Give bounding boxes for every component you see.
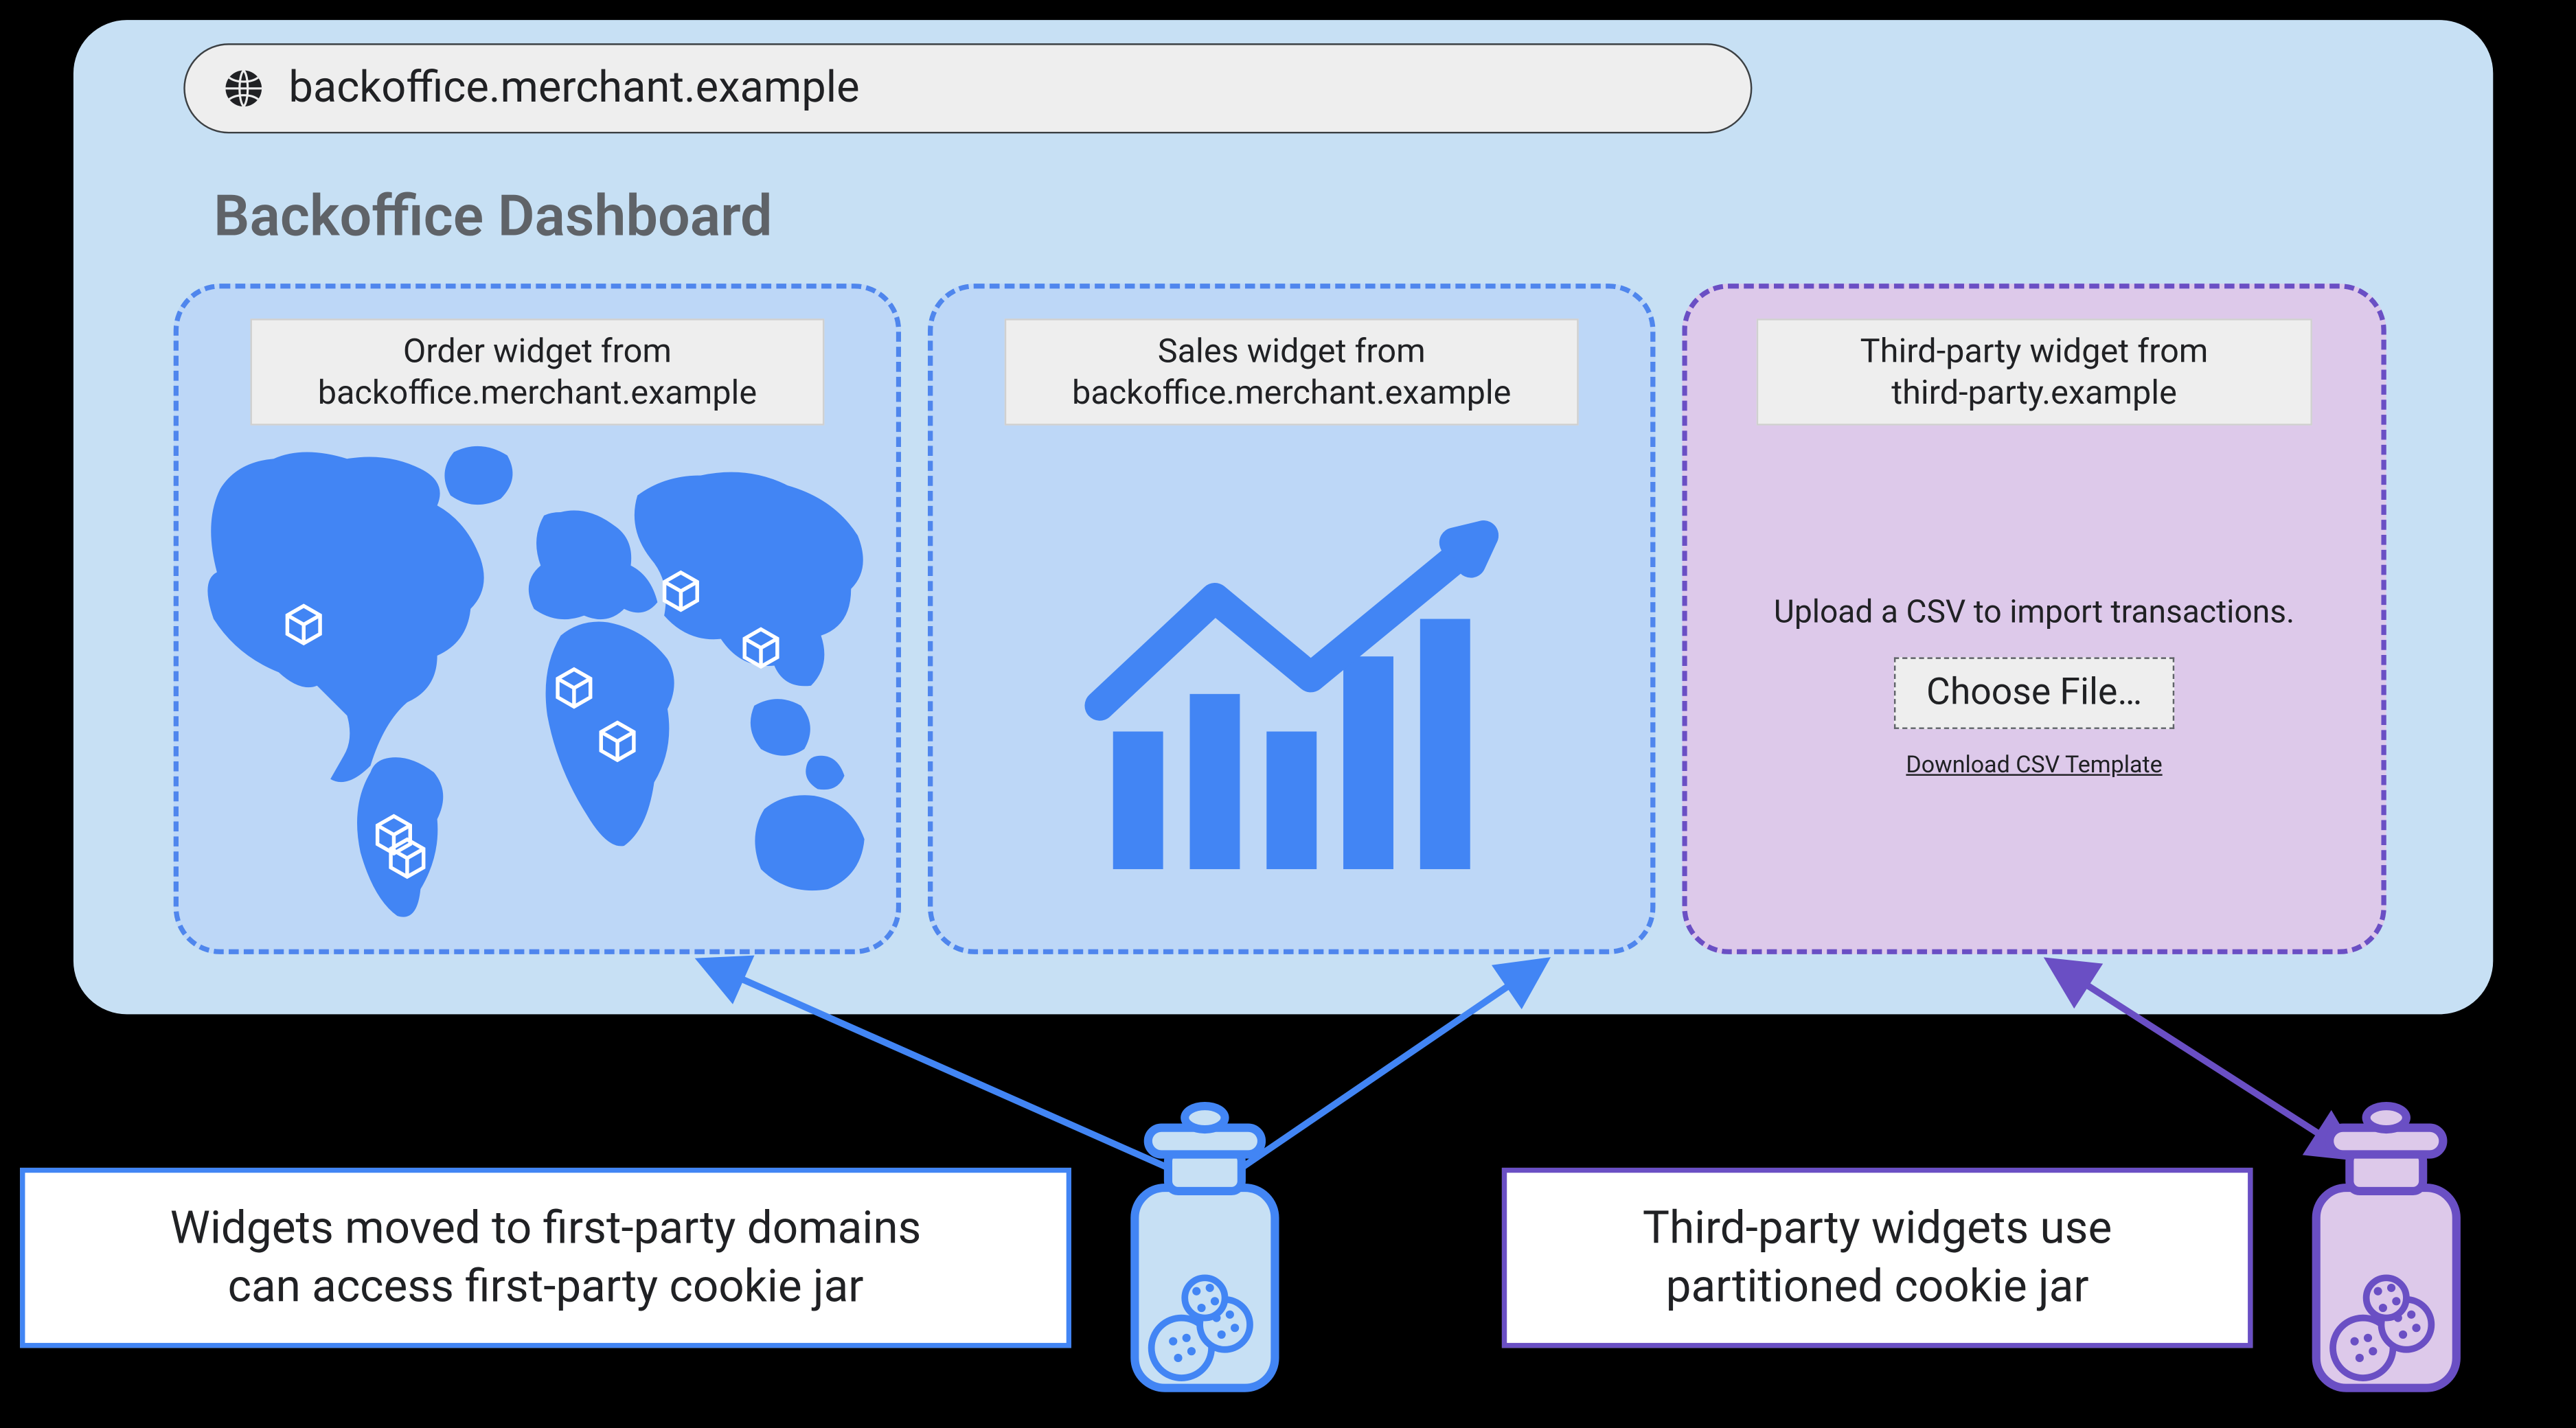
order-widget-body — [179, 412, 896, 932]
order-widget-label: Order widget from backoffice.merchant.ex… — [250, 319, 824, 426]
third-party-widget-body: Upload a CSV to import transactions. Choo… — [1687, 439, 2382, 932]
third-party-caption: Third-party widgets use partitioned cook… — [1502, 1168, 2253, 1348]
partitioned-cookie-jar-icon — [2316, 1106, 2457, 1388]
choose-file-button[interactable]: Choose File… — [1895, 657, 2174, 728]
third-party-widget: Third-party widget from third-party.exam… — [1682, 284, 2386, 954]
upload-panel: Upload a CSV to import transactions. Choo… — [1774, 592, 2294, 779]
address-bar[interactable]: backoffice.merchant.example — [183, 43, 1752, 133]
first-party-caption: Widgets moved to first-party domains can… — [20, 1168, 1071, 1348]
order-widget: Order widget from backoffice.merchant.ex… — [174, 284, 901, 954]
page-title: Backoffice Dashboard — [214, 183, 773, 250]
third-party-widget-label: Third-party widget from third-party.exam… — [1757, 319, 2312, 426]
cookie-jar-icon — [1135, 1106, 1275, 1388]
sales-widget-label: Sales widget from backoffice.merchant.ex… — [1005, 319, 1579, 426]
sales-widget: Sales widget from backoffice.merchant.ex… — [928, 284, 1655, 954]
chart-icon — [1075, 502, 1509, 869]
download-template-link[interactable]: Download CSV Template — [1906, 752, 2162, 779]
world-map-icon — [187, 422, 888, 923]
sales-widget-body — [933, 439, 1650, 932]
upload-instructions: Upload a CSV to import transactions. — [1774, 592, 2294, 634]
address-bar-url: backoffice.merchant.example — [288, 63, 859, 113]
globe-icon — [222, 67, 265, 110]
